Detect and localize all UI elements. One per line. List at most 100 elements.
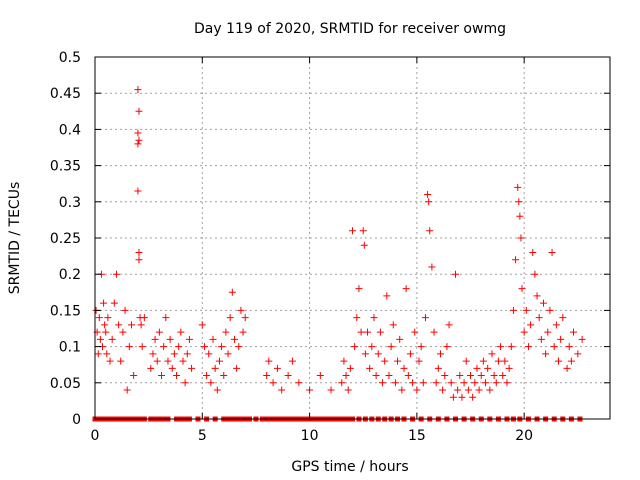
data-point <box>127 321 135 329</box>
data-point <box>108 335 116 343</box>
data-point <box>278 386 286 394</box>
data-point <box>346 364 354 372</box>
data-point <box>548 248 556 256</box>
data-point <box>479 357 487 365</box>
data-point <box>567 357 575 365</box>
data-point <box>342 372 350 380</box>
data-point <box>209 335 217 343</box>
data-point <box>106 357 114 365</box>
data-point <box>198 321 206 329</box>
data-point <box>460 379 468 387</box>
data-point <box>295 379 303 387</box>
data-point <box>130 372 138 380</box>
data-point <box>535 314 543 322</box>
data-point <box>492 379 500 387</box>
y-tick-label: 0.45 <box>50 86 81 102</box>
data-point <box>443 343 451 351</box>
data-point <box>436 350 444 358</box>
data-point <box>226 314 234 322</box>
data-point <box>137 321 145 329</box>
data-point <box>370 314 378 322</box>
data-point <box>574 350 582 358</box>
data-point <box>385 372 393 380</box>
data-point <box>462 357 470 365</box>
data-point <box>366 364 374 372</box>
data-point <box>563 364 571 372</box>
data-point <box>409 379 417 387</box>
data-point <box>183 350 191 358</box>
data-point <box>117 357 125 365</box>
data-point <box>263 372 271 380</box>
data-point <box>155 328 163 336</box>
data-point <box>398 386 406 394</box>
data-point <box>546 306 554 314</box>
data-point <box>419 379 427 387</box>
data-point <box>235 343 243 351</box>
data-point <box>396 335 404 343</box>
data-point <box>359 227 367 235</box>
data-point <box>456 372 464 380</box>
grid-lines <box>95 57 610 419</box>
data-point <box>160 343 168 351</box>
data-point <box>94 350 102 358</box>
data-point <box>220 372 228 380</box>
x-tick-label: 20 <box>515 428 533 444</box>
data-point <box>515 198 523 206</box>
data-point <box>188 364 196 372</box>
data-point <box>95 314 103 322</box>
data-point <box>230 335 238 343</box>
data-point <box>501 357 509 365</box>
data-point <box>439 386 447 394</box>
data-points <box>92 86 586 422</box>
y-tick-label: 0.35 <box>50 159 81 175</box>
data-point <box>177 328 185 336</box>
data-point <box>153 357 161 365</box>
data-point <box>265 357 273 365</box>
data-point <box>306 386 314 394</box>
data-point <box>134 140 142 148</box>
data-point <box>135 136 143 144</box>
y-tick-label: 0.3 <box>59 195 81 211</box>
data-point <box>415 357 423 365</box>
data-point <box>484 364 492 372</box>
data-point <box>509 306 517 314</box>
data-point <box>550 343 558 351</box>
data-point <box>518 285 526 293</box>
data-point <box>430 328 438 336</box>
data-point <box>355 285 363 293</box>
data-point <box>175 343 183 351</box>
data-point <box>488 350 496 358</box>
data-point <box>537 335 545 343</box>
x-tick-label: 5 <box>198 428 207 444</box>
data-point <box>413 386 421 394</box>
data-point <box>389 321 397 329</box>
data-point <box>203 372 211 380</box>
data-point <box>486 386 494 394</box>
data-point <box>374 350 382 358</box>
data-point <box>207 379 215 387</box>
data-point <box>104 314 112 322</box>
data-point <box>441 372 449 380</box>
data-point <box>467 372 475 380</box>
data-point <box>432 379 440 387</box>
data-point <box>482 379 490 387</box>
y-tick-label: 0.5 <box>59 50 81 66</box>
data-point <box>340 357 348 365</box>
data-point <box>168 364 176 372</box>
data-point <box>383 292 391 300</box>
data-point <box>112 270 120 278</box>
data-point <box>149 350 157 358</box>
data-point <box>284 372 292 380</box>
data-point <box>134 86 142 94</box>
data-point <box>138 343 146 351</box>
data-point <box>464 386 472 394</box>
data-point <box>387 343 395 351</box>
data-point <box>103 350 111 358</box>
data-point <box>529 248 537 256</box>
data-point <box>115 321 123 329</box>
x-tick-label: 0 <box>91 428 100 444</box>
data-point <box>102 328 110 336</box>
data-point <box>391 379 399 387</box>
data-point <box>490 372 498 380</box>
